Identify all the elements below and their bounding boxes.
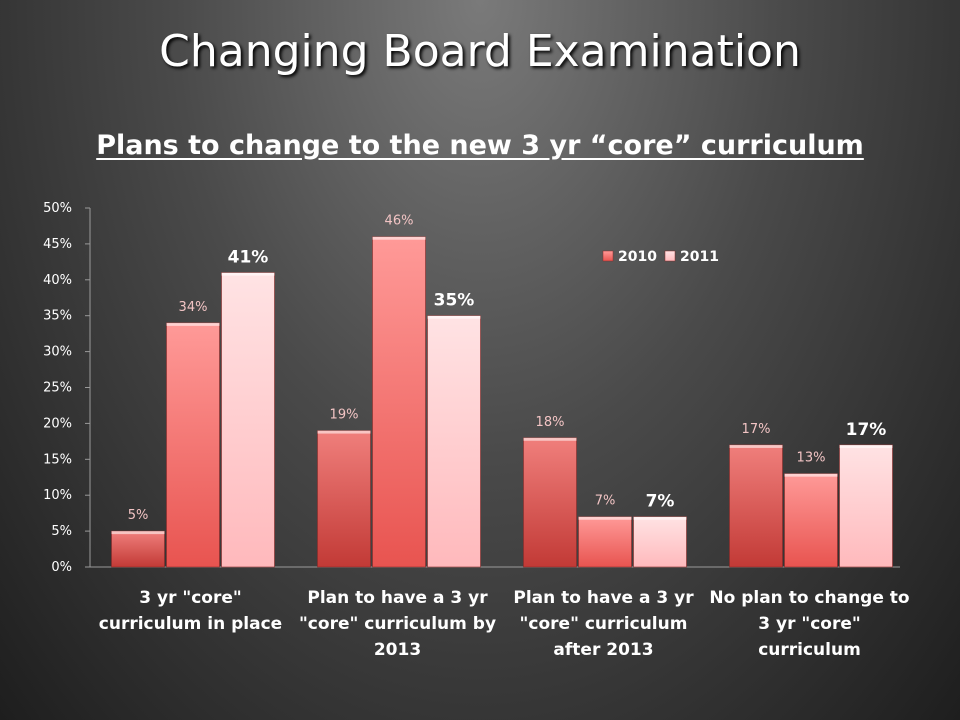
y-tick-label: 35%	[43, 309, 72, 324]
bar-2-0	[221, 272, 275, 568]
y-tick-label: 30%	[43, 345, 72, 360]
bar-1-3	[784, 473, 838, 568]
data-label-1-2: 7%	[595, 494, 616, 509]
category-label-3: No plan to change to 3 yr "core" curricu…	[709, 588, 910, 660]
y-tick-label: 50%	[43, 201, 72, 216]
bar-highlight-2-2	[633, 516, 687, 520]
y-tick-label: 5%	[51, 524, 72, 539]
data-label-0-1: 19%	[330, 408, 359, 423]
bar-highlight-2-1	[427, 315, 481, 319]
bar-0-2	[523, 437, 577, 568]
y-tick-label: 45%	[43, 237, 72, 252]
bar-0-3	[729, 444, 783, 568]
y-tick-label: 15%	[43, 452, 72, 467]
data-label-1-3: 13%	[797, 451, 826, 466]
y-tick-label: 20%	[43, 416, 72, 431]
slide-title: Changing Board Examination	[159, 26, 801, 77]
legend-label-2: 2011	[680, 249, 719, 265]
bar-1-0	[166, 322, 220, 568]
bar-highlight-2-0	[221, 272, 275, 276]
data-label-2-1: 35%	[434, 291, 475, 311]
bar-highlight-1-1	[372, 236, 426, 240]
bar-2-1	[427, 315, 481, 568]
data-label-2-3: 17%	[846, 420, 887, 440]
category-label-0: 3 yr "core" curriculum in place	[98, 588, 283, 634]
bar-0-1	[317, 430, 371, 568]
chart-title: Plans to change to the new 3 yr “core” c…	[0, 130, 960, 161]
bar-2-2	[633, 516, 687, 568]
y-tick-label: 25%	[43, 381, 72, 396]
data-label-2-2: 7%	[646, 492, 675, 512]
data-label-0-0: 5%	[128, 508, 149, 523]
bar-highlight-1-3	[784, 473, 838, 477]
bar-highlight-1-0	[166, 322, 220, 326]
legend-swatch-1	[602, 250, 614, 262]
chart-title-text: Plans to change to the new 3 yr “core” c…	[96, 130, 864, 161]
bar-highlight-1-2	[578, 516, 632, 520]
data-label-2-0: 41%	[228, 248, 269, 268]
bar-2-3	[839, 444, 893, 568]
y-tick-label: 40%	[43, 273, 72, 288]
category-label-1: Plan to have a 3 yr "core" curriculum by…	[298, 588, 497, 660]
legend-label-1: 2010	[618, 249, 657, 265]
bar-0-0	[111, 530, 165, 568]
data-label-1-1: 46%	[385, 214, 414, 229]
y-tick-label: 10%	[43, 488, 72, 503]
bar-highlight-0-3	[729, 444, 783, 448]
bar-highlight-0-0	[111, 531, 165, 535]
bar-highlight-0-1	[317, 430, 371, 434]
legend-swatch-2	[664, 250, 676, 262]
data-label-0-3: 17%	[742, 422, 771, 437]
bar-1-1	[372, 236, 426, 568]
bar-1-2	[578, 516, 632, 568]
bar-highlight-2-3	[839, 444, 893, 448]
data-label-1-0: 34%	[179, 300, 208, 315]
category-label-2: Plan to have a 3 yr "core" curriculum af…	[513, 588, 694, 660]
bar-highlight-0-2	[523, 437, 577, 441]
data-label-0-2: 18%	[536, 415, 565, 430]
y-tick-label: 0%	[51, 560, 72, 575]
